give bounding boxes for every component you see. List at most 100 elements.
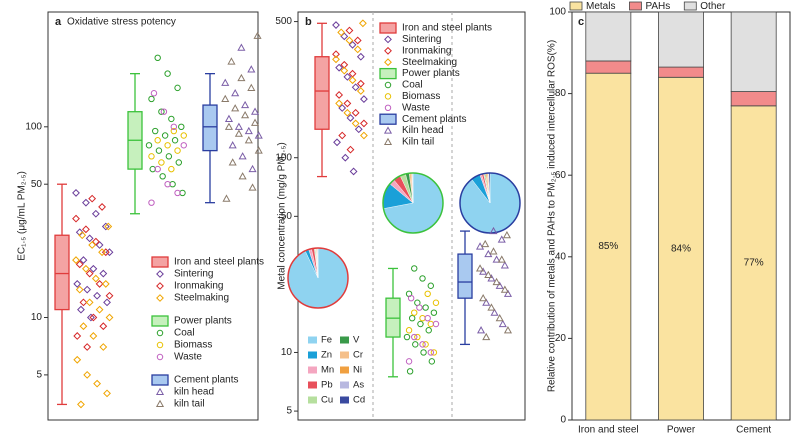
point (345, 26, 354, 35)
point (156, 341, 164, 349)
point (427, 320, 435, 328)
y-tick-label: 20 (555, 333, 567, 344)
point (83, 370, 92, 379)
point (73, 280, 82, 288)
point (156, 270, 164, 278)
point (484, 270, 493, 279)
bar-segment (658, 76, 704, 421)
panel-label: a (55, 16, 62, 28)
point (82, 264, 90, 273)
legend-swatch (629, 1, 642, 11)
legend-label: Kiln head (402, 125, 444, 136)
point (95, 280, 104, 288)
point (73, 355, 82, 364)
point (82, 198, 90, 207)
plot-frame (47, 11, 259, 421)
legend-label: Cr (353, 350, 363, 361)
panel-label: b (305, 16, 312, 28)
legend-label: Power plants (174, 316, 232, 327)
point (224, 122, 234, 130)
point (164, 70, 171, 77)
point (432, 320, 440, 328)
point (384, 46, 392, 55)
point (500, 285, 509, 293)
point (253, 31, 262, 39)
point (170, 123, 178, 131)
legend-swatch (340, 336, 349, 344)
legend-swatch (683, 1, 697, 11)
point (83, 285, 92, 294)
legend-swatch (151, 315, 169, 327)
point (168, 165, 175, 173)
point (79, 322, 88, 331)
point (91, 274, 100, 283)
legend-label: Cd (353, 395, 365, 406)
point (72, 214, 80, 223)
y-axis-label: Relative contribution of metals and PAHs… (547, 40, 558, 392)
point (482, 298, 491, 306)
legend-label: Waste (402, 102, 430, 113)
y-tick-label: 100 (275, 152, 292, 163)
point (168, 115, 175, 123)
bar-segment (585, 11, 632, 62)
point (351, 119, 360, 128)
legend-swatch (308, 336, 317, 344)
legend-label: Iron and steel plants (174, 257, 264, 268)
point (422, 304, 429, 311)
pie-border (382, 172, 444, 234)
point (343, 99, 352, 108)
point (479, 293, 488, 302)
point (86, 313, 95, 322)
y-axis-label: EC₁.₅ (μg/mL PM₂.₅) (17, 171, 28, 261)
point (254, 146, 263, 154)
y-tick-label: 50 (281, 211, 293, 222)
point (250, 107, 260, 115)
point (78, 231, 87, 240)
legend-swatch (308, 351, 317, 359)
point (224, 114, 234, 122)
point (254, 131, 263, 139)
point (335, 91, 344, 99)
point (492, 277, 501, 286)
point (247, 83, 256, 91)
y-tick-label: 100 (549, 7, 566, 18)
point (490, 308, 499, 316)
point (348, 76, 357, 85)
point (338, 104, 347, 112)
box (54, 234, 70, 311)
point (105, 313, 114, 322)
box (202, 104, 218, 152)
point (497, 235, 506, 243)
legend-label: Ni (353, 365, 362, 376)
point (475, 242, 485, 250)
point (430, 309, 438, 316)
point (411, 265, 418, 272)
point (477, 326, 486, 334)
point (503, 289, 513, 297)
point (238, 152, 247, 160)
point (155, 387, 165, 396)
legend-label: Zn (321, 350, 332, 361)
legend-swatch (151, 256, 169, 268)
point (241, 110, 250, 119)
point (154, 54, 161, 62)
point (158, 108, 165, 115)
legend-label: Power plants (402, 68, 460, 79)
point (154, 137, 161, 144)
y-tick-label: 10 (281, 347, 293, 358)
point (354, 125, 363, 134)
point (73, 332, 82, 340)
legend-label: Other (700, 1, 726, 12)
y-tick-label: 5 (36, 370, 42, 381)
value-label: 84% (671, 243, 691, 254)
point (165, 153, 173, 160)
point (500, 261, 509, 269)
legend-swatch (308, 381, 317, 389)
value-label: 77% (744, 258, 764, 269)
point (332, 50, 340, 59)
point (156, 294, 164, 302)
point (346, 145, 355, 154)
point (228, 141, 237, 149)
point (346, 114, 355, 122)
